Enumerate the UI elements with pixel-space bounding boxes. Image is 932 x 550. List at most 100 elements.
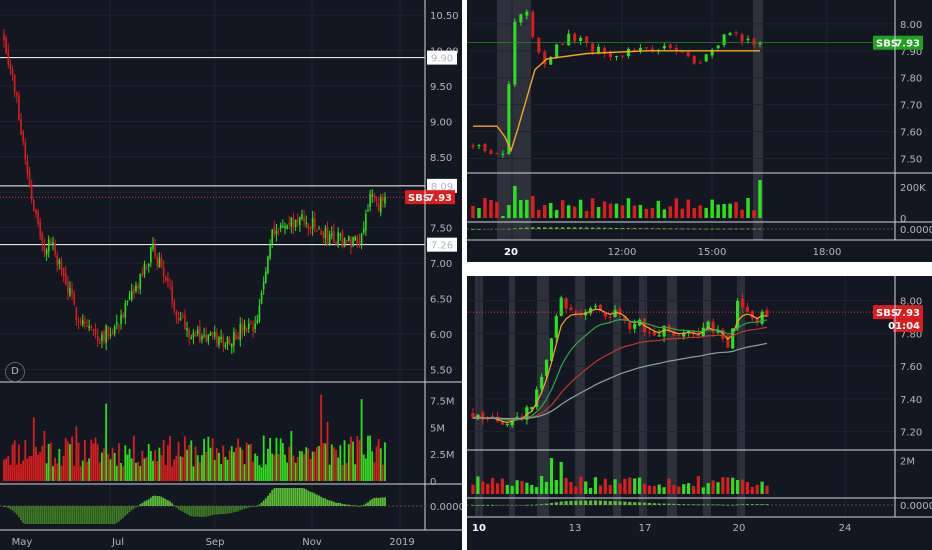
intraday-macd-bar bbox=[644, 228, 649, 230]
hourly-volume-bar bbox=[716, 482, 720, 494]
daily-macd-bar bbox=[228, 506, 231, 514]
daily-candle bbox=[133, 288, 135, 294]
hourly-macd-bar bbox=[701, 504, 705, 506]
daily-candle bbox=[128, 296, 131, 298]
daily-candle bbox=[375, 199, 378, 201]
intraday-candle bbox=[680, 51, 684, 53]
hourly-chart-panel[interactable]: 8.00 7.80 7.60 7.40 7.20 SBS 7.93 01:04 2M 0.0000… bbox=[467, 276, 932, 550]
daily-macd-bar bbox=[322, 497, 325, 506]
daily-macd-bar bbox=[37, 506, 39, 524]
hourly-candle bbox=[736, 300, 740, 329]
daily-macd-bar bbox=[290, 488, 293, 506]
hourly-candle bbox=[677, 335, 681, 337]
daily-candle bbox=[77, 320, 80, 322]
daily-macd-bar bbox=[143, 501, 146, 506]
daily-volume-bar bbox=[201, 455, 203, 481]
hourly-volume-bar bbox=[500, 478, 504, 494]
hourly-volume-bar bbox=[736, 480, 740, 494]
intraday-price-tick: 7.90 bbox=[900, 47, 922, 58]
daily-macd-bar bbox=[292, 488, 295, 506]
daily-candle bbox=[171, 286, 173, 301]
daily-chart-panel[interactable]: 10.5010.009.509.008.508.007.507.006.506.… bbox=[0, 0, 462, 550]
daily-candle bbox=[322, 232, 325, 238]
intraday-candle bbox=[507, 84, 511, 155]
hourly-macd-bar bbox=[530, 504, 534, 506]
daily-candle bbox=[269, 245, 271, 259]
hourly-volume-bar bbox=[642, 483, 647, 494]
daily-chart-svg[interactable]: 10.5010.009.509.008.508.007.507.006.506.… bbox=[0, 0, 462, 550]
daily-macd-bar bbox=[149, 497, 152, 506]
hourly-macd-bar bbox=[574, 500, 578, 505]
hourly-candle bbox=[672, 331, 676, 336]
daily-macd-bar bbox=[247, 506, 250, 508]
daily-volume-bar bbox=[337, 457, 340, 481]
hourly-candle bbox=[638, 319, 642, 326]
daily-macd-bar bbox=[192, 506, 195, 517]
daily-volume-bar bbox=[92, 443, 95, 481]
daily-candle bbox=[299, 217, 301, 226]
daily-volume-bar bbox=[152, 460, 154, 481]
daily-price-tick: 6.50 bbox=[430, 295, 452, 306]
daily-candle bbox=[15, 92, 18, 95]
daily-volume-bar bbox=[301, 451, 303, 481]
daily-macd-bar bbox=[15, 506, 18, 515]
daily-volume-bar bbox=[222, 445, 225, 481]
daily-macd-bar bbox=[13, 506, 16, 513]
daily-macd-bar bbox=[154, 495, 157, 506]
daily-candle bbox=[243, 325, 246, 331]
intraday-macd-bar bbox=[668, 228, 673, 230]
interval-circle-icon[interactable]: D bbox=[5, 362, 25, 382]
daily-price-tick: 7.50 bbox=[430, 224, 452, 235]
daily-macd-bar bbox=[264, 498, 267, 506]
intraday-macd-bar bbox=[722, 228, 726, 230]
daily-macd-bar bbox=[347, 504, 350, 506]
daily-volume-bar bbox=[294, 462, 297, 481]
ticker-tag-price: 7.93 bbox=[427, 193, 452, 204]
hourly-candle bbox=[549, 338, 553, 361]
daily-macd-bar bbox=[235, 506, 237, 512]
daily-volume-bar bbox=[181, 457, 184, 481]
intraday-volume-bar bbox=[638, 204, 643, 218]
hourly-candle bbox=[500, 422, 504, 425]
daily-macd-bar bbox=[52, 506, 54, 524]
daily-macd-bar bbox=[194, 506, 197, 517]
daily-volume-bar bbox=[45, 463, 48, 481]
daily-volume-bar bbox=[3, 459, 5, 481]
daily-macd-bar bbox=[269, 493, 271, 506]
daily-macd-bar bbox=[122, 506, 125, 519]
intraday-volume-bar bbox=[608, 203, 613, 218]
hourly-volume-bar bbox=[652, 485, 656, 494]
intraday-chart-panel[interactable]: 8.00 7.90 7.80 7.70 7.60 7.50 SBS 7.93 200K 0 0.00… bbox=[467, 0, 932, 262]
hourly-volume-bar bbox=[701, 487, 705, 494]
daily-macd-bar bbox=[369, 500, 372, 506]
daily-candle bbox=[107, 326, 110, 337]
daily-hline-label: 7.26 bbox=[431, 241, 453, 252]
daily-volume-bar bbox=[292, 455, 295, 481]
daily-volume-bar bbox=[149, 451, 152, 481]
daily-candle bbox=[313, 218, 316, 229]
hourly-volume-bar bbox=[530, 484, 534, 494]
daily-candle bbox=[81, 319, 84, 326]
daily-candle bbox=[124, 302, 127, 318]
daily-hline-label-bg bbox=[427, 237, 457, 252]
ticker-tag-bg bbox=[873, 35, 923, 50]
intraday-candle bbox=[734, 32, 738, 34]
hourly-macd-bar bbox=[623, 501, 627, 505]
daily-volume-bar bbox=[11, 444, 14, 481]
daily-macd-bar bbox=[384, 497, 386, 506]
daily-volume-bar bbox=[335, 449, 337, 481]
daily-volume-bar bbox=[352, 441, 354, 481]
intraday-macd-bar bbox=[495, 229, 499, 230]
daily-volume-bar bbox=[243, 464, 246, 481]
daily-volume-bar bbox=[98, 462, 101, 481]
daily-candle bbox=[226, 336, 229, 344]
daily-candle bbox=[175, 311, 178, 317]
daily-candle bbox=[316, 229, 318, 232]
hourly-macd-bar bbox=[589, 500, 593, 505]
intraday-volume-bar bbox=[519, 200, 523, 218]
daily-volume-bar bbox=[326, 421, 329, 481]
daily-volume-bar bbox=[333, 447, 335, 481]
